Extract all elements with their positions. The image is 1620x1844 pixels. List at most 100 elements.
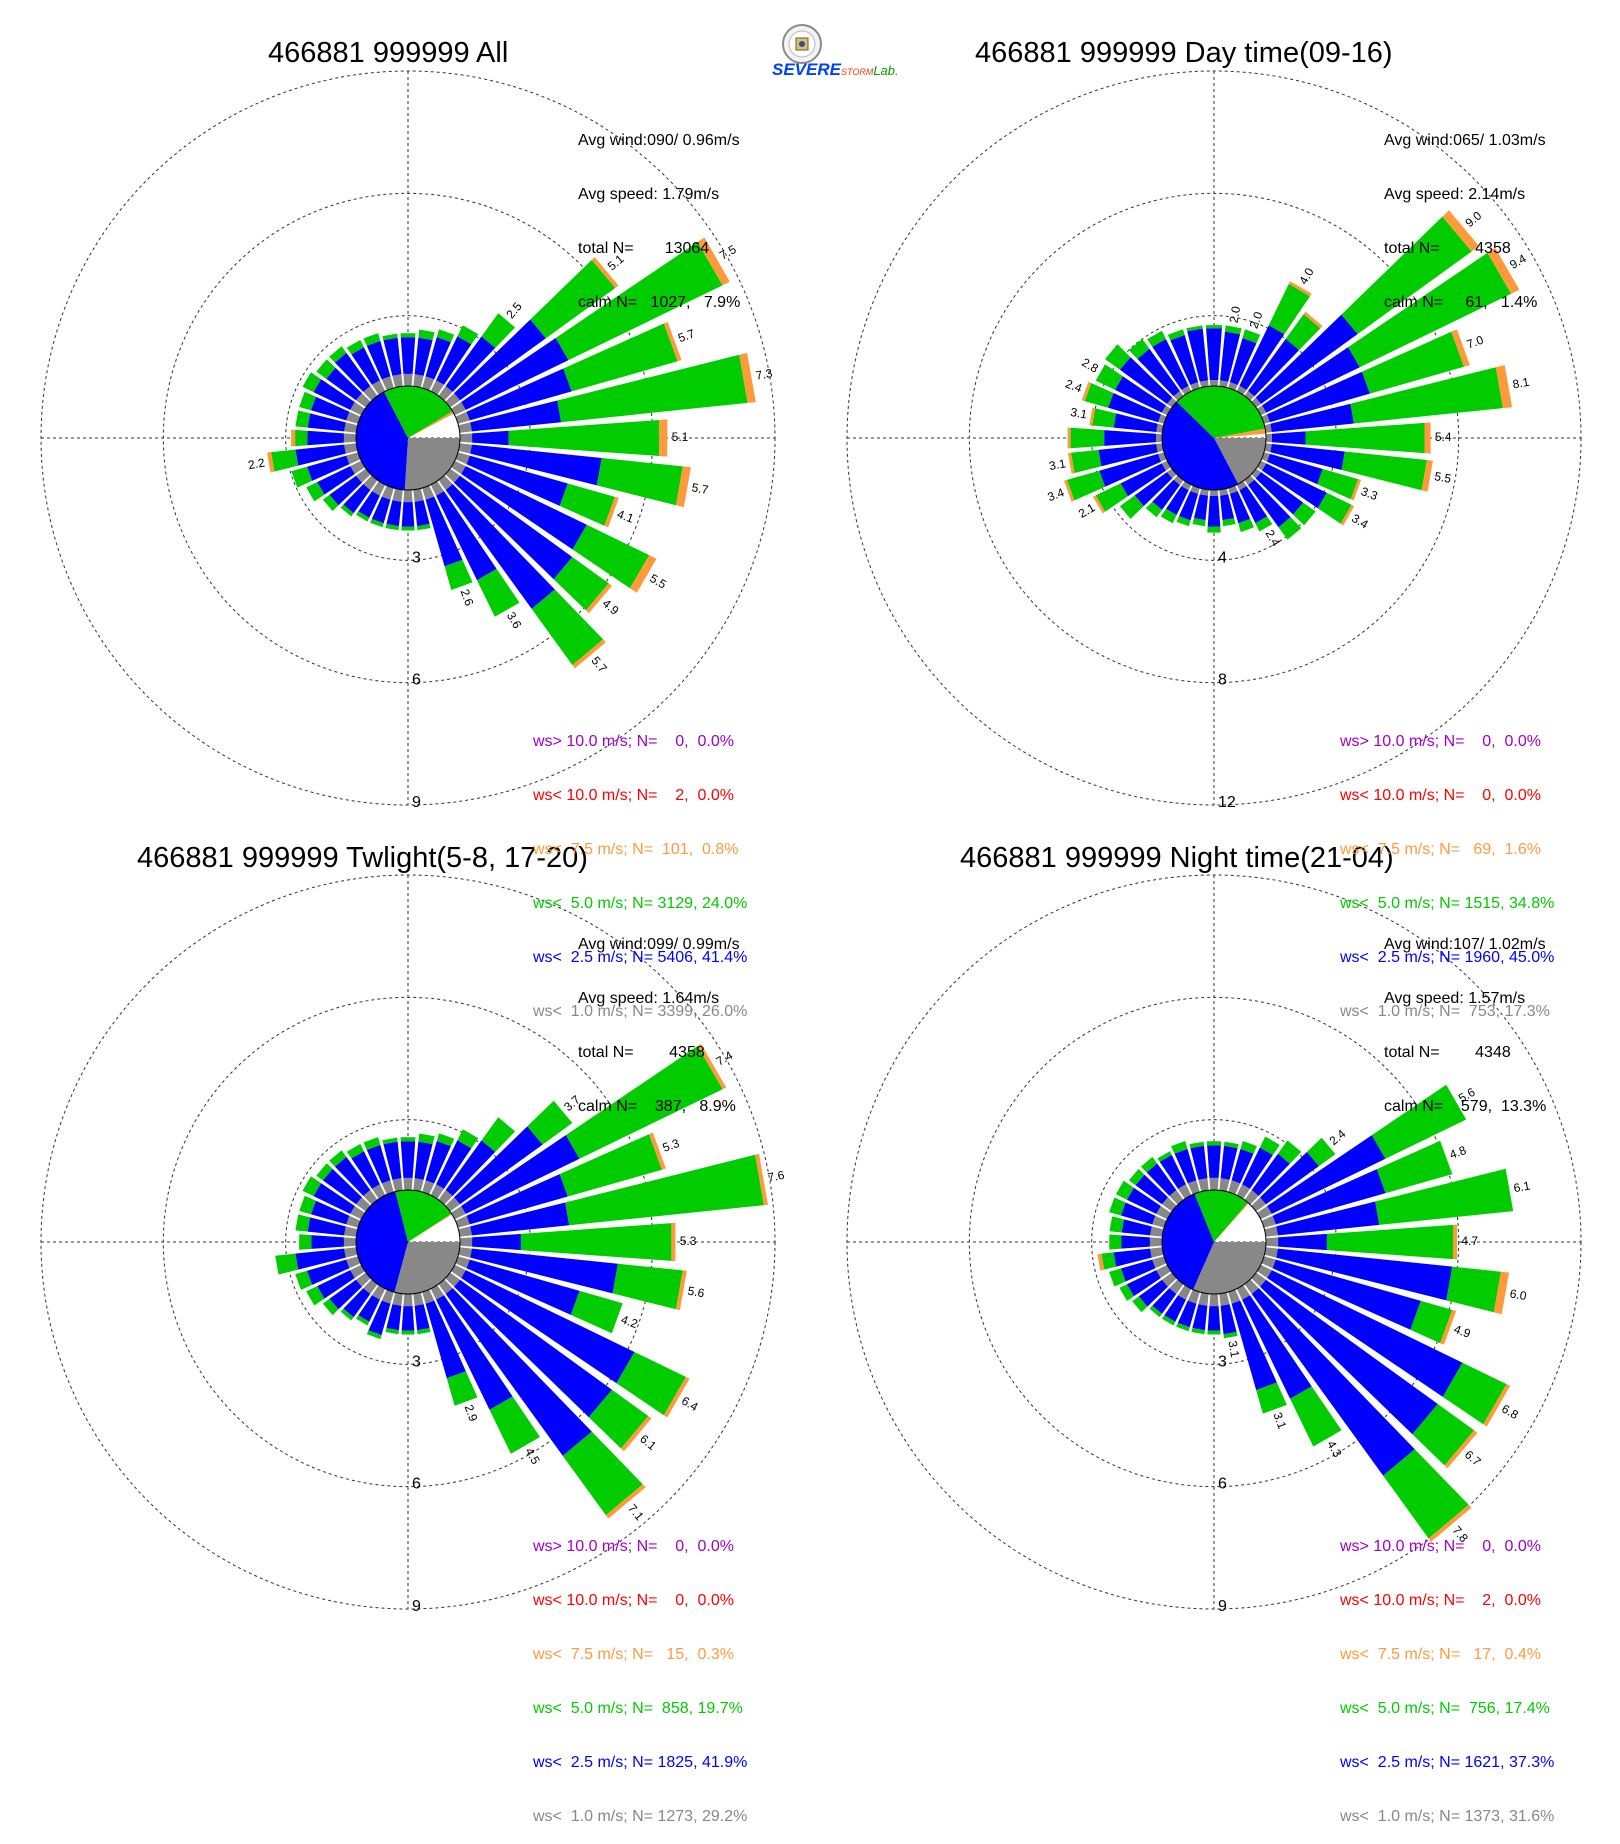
wind-bar-segment bbox=[346, 452, 361, 465]
wind-bar-segment bbox=[461, 338, 569, 410]
wind-bar-segment bbox=[425, 1141, 451, 1184]
wind-bar-segment bbox=[663, 1376, 690, 1418]
wind-bar-segment bbox=[295, 1248, 346, 1270]
wind-bar-segment bbox=[1242, 329, 1261, 344]
wind-bar-segment bbox=[400, 337, 416, 374]
wind-bar-segment bbox=[1244, 1190, 1259, 1205]
wind-bar-segment bbox=[1290, 1386, 1342, 1447]
wind-bar-segment bbox=[413, 374, 424, 388]
sector-value-label: 3.1 bbox=[1048, 456, 1067, 473]
wind-bar-segment bbox=[446, 1371, 478, 1406]
wind-bar-segment bbox=[358, 491, 380, 518]
wind-bar-segment bbox=[1132, 1296, 1148, 1313]
wind-bar-segment bbox=[445, 1272, 460, 1287]
stats-line: calm N= 1027, 7.9% bbox=[578, 294, 741, 311]
wind-bar-segment bbox=[451, 402, 466, 416]
wind-bar-segment bbox=[1156, 1206, 1171, 1220]
sector-value-label: 2.0 bbox=[1227, 305, 1244, 324]
wind-bar-segment bbox=[508, 420, 660, 456]
wind-bar-segment bbox=[329, 1150, 347, 1167]
sector-value-label: 2.9 bbox=[462, 1403, 481, 1424]
wind-bar-segment bbox=[1120, 463, 1166, 497]
panel-title-all: 466881 999999 All bbox=[268, 37, 509, 69]
wind-bar-segment bbox=[459, 1237, 473, 1247]
wind-bar-segment bbox=[317, 466, 355, 495]
logo-text: SEVERESTORMLab. bbox=[772, 60, 899, 80]
wind-bar-segment bbox=[1191, 1328, 1205, 1335]
wind-bar-segment bbox=[671, 1222, 676, 1262]
wind-bar-segment bbox=[472, 1233, 521, 1251]
wind-bar-segment bbox=[1219, 1178, 1230, 1192]
wind-bar-segment bbox=[461, 1270, 635, 1384]
wind-bar-segment bbox=[371, 496, 391, 524]
legend-entry-lt1: ws< 1.0 m/s; N= 1273, 29.2% bbox=[533, 1808, 748, 1825]
sector-value-label: 2.1 bbox=[1076, 500, 1098, 521]
wind-bar-segment bbox=[418, 1133, 435, 1145]
panel-title-twilight: 466881 999999 Twlight(5-8, 17-20) bbox=[137, 842, 588, 874]
wind-bar-segment bbox=[356, 1272, 371, 1287]
wind-bar-segment bbox=[739, 352, 756, 403]
wind-bar-segment bbox=[363, 386, 378, 401]
wind-bar-segment bbox=[553, 557, 609, 611]
ring-label: 9 bbox=[1218, 1598, 1227, 1615]
wind-bar-segment bbox=[403, 1177, 413, 1191]
wind-bar-segment bbox=[382, 1137, 398, 1145]
wind-bar-segment bbox=[1265, 1237, 1279, 1247]
wind-bar-segment bbox=[1156, 443, 1164, 453]
wind-bar-segment bbox=[605, 1484, 646, 1519]
stats-line: calm N= 579, 13.3% bbox=[1384, 1098, 1547, 1115]
sector-value-label: 5.7 bbox=[588, 654, 610, 676]
wind-bar-segment bbox=[1162, 1272, 1177, 1287]
wind-bar-segment bbox=[621, 1416, 652, 1452]
wind-bar-segment bbox=[454, 1126, 543, 1205]
wind-bar-segment bbox=[1173, 390, 1184, 401]
wind-bar-segment bbox=[1104, 430, 1156, 446]
wind-bar-segment bbox=[1152, 339, 1189, 390]
wind-bar-segment bbox=[1220, 1304, 1237, 1335]
wind-bar-segment bbox=[313, 379, 355, 410]
wind-bar-segment bbox=[1092, 495, 1106, 514]
wind-bar-segment bbox=[307, 413, 346, 432]
wind-bar-segment bbox=[417, 524, 431, 531]
sector-value-label: 5.6 bbox=[687, 1284, 706, 1301]
calm-pie-slice bbox=[404, 438, 460, 491]
sector-value-label: 7.6 bbox=[767, 1168, 786, 1185]
wind-bar-segment bbox=[385, 1328, 399, 1335]
wind-bar-segment bbox=[1167, 329, 1185, 341]
wind-bar-segment bbox=[1209, 380, 1219, 387]
wind-bar-segment bbox=[392, 1292, 403, 1306]
wind-bar-segment bbox=[1149, 1305, 1162, 1318]
wind-bar-segment bbox=[344, 1247, 358, 1258]
wind-bar-segment bbox=[572, 524, 650, 589]
sector-value-label: 2.8 bbox=[1079, 355, 1101, 376]
sector-value-label: 5.7 bbox=[691, 480, 710, 497]
wind-bar-segment bbox=[438, 1279, 453, 1294]
wind-bar-segment bbox=[334, 352, 371, 392]
stats-line: total N= 4358 bbox=[1384, 240, 1511, 257]
wind-bar-segment bbox=[1199, 488, 1209, 496]
wind-bar-segment bbox=[1162, 1197, 1177, 1212]
wind-bar-segment bbox=[445, 468, 460, 483]
sector-value-label: 5.5 bbox=[1433, 469, 1452, 486]
wind-bar-segment bbox=[1166, 468, 1177, 479]
wind-bar-segment bbox=[1270, 444, 1345, 470]
wind-bar-segment bbox=[1187, 328, 1208, 382]
sector-value-label: 2.2 bbox=[247, 455, 266, 472]
wind-bar-segment bbox=[1421, 460, 1433, 492]
wind-bar-segment bbox=[291, 429, 296, 447]
ring-label: 6 bbox=[412, 672, 421, 689]
sector-value-label: 5.4 bbox=[1435, 430, 1452, 444]
wind-bar-segment bbox=[481, 1117, 516, 1152]
wind-bar-segment bbox=[343, 484, 371, 514]
wind-bar-segment bbox=[370, 519, 384, 528]
wind-bar-segment bbox=[1264, 423, 1272, 433]
calm-pie-slice bbox=[1194, 1189, 1248, 1242]
wind-bar-segment bbox=[1376, 1140, 1453, 1194]
wind-bar-segment bbox=[1169, 1190, 1184, 1205]
wind-bar-segment bbox=[1152, 479, 1180, 510]
legend-entry-lt2-5: ws< 2.5 m/s; N= 5406, 41.4% bbox=[533, 949, 748, 966]
wind-bar-segment bbox=[1101, 1252, 1117, 1270]
stats-line: Avg speed: 1.64m/s bbox=[578, 990, 720, 1007]
wind-bar-segment bbox=[363, 475, 378, 490]
wind-bar-segment bbox=[663, 321, 682, 362]
